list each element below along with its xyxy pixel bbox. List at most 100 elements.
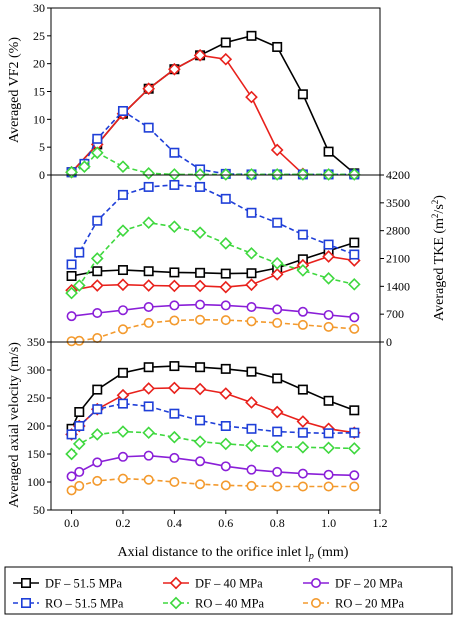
- velocity-data-point: [92, 457, 103, 468]
- vf2-data-point: [168, 62, 181, 76]
- vf2-data-point: [90, 146, 104, 160]
- vf2-data-point: [116, 160, 130, 173]
- velocity-data-point: [272, 373, 283, 384]
- legend-entry: RO – 40 MPa: [163, 597, 265, 611]
- velocity-y-tick-label: 50: [33, 503, 45, 517]
- velocity-data-point: [168, 430, 181, 444]
- vf2-y-tick-label: 25: [33, 29, 45, 43]
- vf2-panel: 0 5 10 15 20 25 30: [33, 1, 381, 182]
- vf2-series: [65, 48, 310, 181]
- vf2-y-tick-label: 0: [39, 168, 45, 182]
- velocity-data-point: [272, 426, 283, 437]
- tke-data-point: [143, 317, 154, 328]
- x-tick-label: 0.2: [115, 516, 130, 530]
- vf2-series: [66, 105, 360, 180]
- tke-data-point: [349, 249, 360, 260]
- tke-data-point: [220, 300, 231, 311]
- velocity-data-point: [65, 447, 78, 461]
- tke-data-point: [168, 220, 181, 234]
- tke-data-point: [169, 315, 180, 326]
- tke-data-point: [74, 247, 85, 258]
- velocity-data-point: [142, 426, 156, 440]
- tke-y-tick-label: 2800: [386, 224, 410, 238]
- tke-data-point: [220, 315, 231, 326]
- velocity-data-point: [349, 427, 360, 438]
- legend-marker: [169, 576, 183, 590]
- x-tick-label: 1.2: [373, 516, 388, 530]
- vf2-data-point: [78, 160, 91, 173]
- velocity-data-point: [220, 461, 231, 472]
- velocity-data-point: [296, 415, 310, 428]
- vf2-data-point: [322, 168, 335, 181]
- velocity-data-point: [90, 428, 104, 441]
- velocity-data-point: [220, 420, 231, 431]
- legend-entry: DF – 51.5 MPa: [13, 577, 123, 591]
- legend-marker: [310, 577, 321, 588]
- vf2-data-point: [270, 143, 284, 157]
- velocity-data-point: [117, 367, 128, 378]
- velocity-data-point: [74, 420, 85, 431]
- velocity-data-point: [220, 363, 231, 374]
- x-tick-label: 0.4: [167, 516, 182, 530]
- tke-data-point: [272, 217, 283, 228]
- velocity-data-point: [349, 405, 360, 416]
- tke-series-line: [70, 184, 355, 265]
- tke-data-point: [272, 317, 283, 328]
- tke-data-point: [193, 279, 207, 293]
- tke-data-point: [220, 268, 231, 279]
- tke-data-point: [92, 215, 103, 226]
- x-axis-label: Axial distance to the orifice inlet lp (…: [118, 545, 349, 562]
- tke-data-point: [92, 333, 103, 344]
- legend-entry: RO – 20 MPa: [303, 597, 405, 611]
- tke-data-point: [297, 306, 308, 317]
- velocity-data-point: [143, 474, 154, 485]
- vf2-data-point: [220, 37, 231, 48]
- tke-data-point: [270, 268, 284, 281]
- velocity-data-point: [322, 441, 335, 455]
- velocity-data-point: [246, 423, 257, 434]
- velocity-data-point: [195, 479, 206, 490]
- tke-data-point: [90, 252, 104, 265]
- vf2-data-point: [245, 168, 258, 181]
- tke-series-line: [71, 318, 355, 342]
- tke-data-point: [193, 226, 207, 239]
- tke-data-point: [65, 286, 78, 300]
- velocity-series-line: [71, 454, 355, 478]
- velocity-data-point: [246, 480, 257, 491]
- tke-data-point: [66, 270, 77, 281]
- tke-series: [66, 179, 360, 270]
- tke-series: [65, 250, 361, 297]
- velocity-data-point: [169, 476, 180, 487]
- velocity-data-point: [272, 466, 283, 477]
- vf2-y-tick-label: 15: [33, 85, 45, 99]
- velocity-data-point: [143, 450, 154, 461]
- tke-data-point: [323, 239, 334, 250]
- velocity-series: [65, 381, 361, 441]
- velocity-data-point: [168, 381, 181, 395]
- velocity-data-point: [74, 480, 85, 491]
- vf2-data-point: [193, 168, 207, 181]
- velocity-data-point: [74, 406, 85, 417]
- tke-data-point: [272, 304, 283, 315]
- tke-data-point: [220, 193, 231, 204]
- velocity-data-point: [117, 451, 128, 462]
- vf2-data-point: [296, 168, 310, 181]
- x-tick-label: 1.0: [321, 516, 336, 530]
- tke-panel: 0 700 1400 2100 2800 3500 4200: [50, 168, 410, 349]
- tke-data-point: [74, 335, 85, 346]
- velocity-y-tick-label: 250: [27, 391, 45, 405]
- tke-data-point: [297, 229, 308, 240]
- velocity-data-point: [195, 362, 206, 373]
- vf2-data-point: [168, 168, 181, 181]
- legend-label: DF – 51.5 MPa: [45, 577, 123, 591]
- velocity-data-point: [272, 481, 283, 492]
- velocity-data-point: [349, 481, 360, 492]
- velocity-series-line: [70, 430, 355, 455]
- tke-data-point: [246, 207, 257, 218]
- tke-data-point: [117, 305, 128, 316]
- velocity-data-point: [297, 427, 308, 438]
- velocity-data-point: [270, 440, 284, 454]
- vf2-series: [65, 146, 361, 181]
